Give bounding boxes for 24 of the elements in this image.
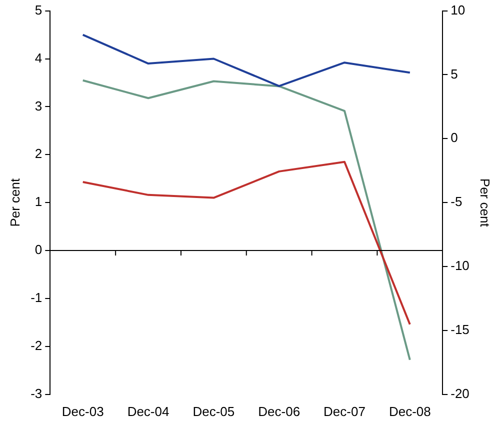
y2-tick-label: -20 [450, 386, 470, 401]
y-tick-label: -3 [30, 386, 42, 401]
y2-tick-label: -5 [450, 194, 462, 210]
x-tick-label: Dec-06 [258, 404, 300, 419]
y2-axis-title: Per cent [478, 178, 493, 228]
x-tick-label: Dec-04 [127, 404, 170, 419]
y2-tick-label: -15 [450, 322, 470, 338]
y2-tick-label: 5 [450, 66, 458, 82]
y2-tick-label: 0 [450, 130, 458, 146]
y-axis-title: Per cent [7, 178, 22, 227]
y-tick-label: 4 [34, 50, 42, 66]
x-tick-label: Dec-03 [62, 404, 104, 419]
y-tick-label: 1 [34, 194, 42, 210]
y-tick-label: 3 [34, 98, 42, 114]
y-tick-label: 2 [34, 146, 42, 162]
y2-tick-label: -10 [450, 258, 470, 274]
y-tick-label: -1 [30, 290, 42, 306]
y-tick-label: -2 [30, 338, 42, 354]
y-tick-label: 5 [34, 2, 42, 18]
x-tick-label: Dec-05 [192, 404, 235, 419]
y-tick-label: 0 [34, 242, 42, 258]
x-tick-label: Dec-08 [388, 404, 431, 419]
y2-tick-label: 10 [450, 2, 466, 18]
x-tick-label: Dec-07 [324, 404, 366, 419]
